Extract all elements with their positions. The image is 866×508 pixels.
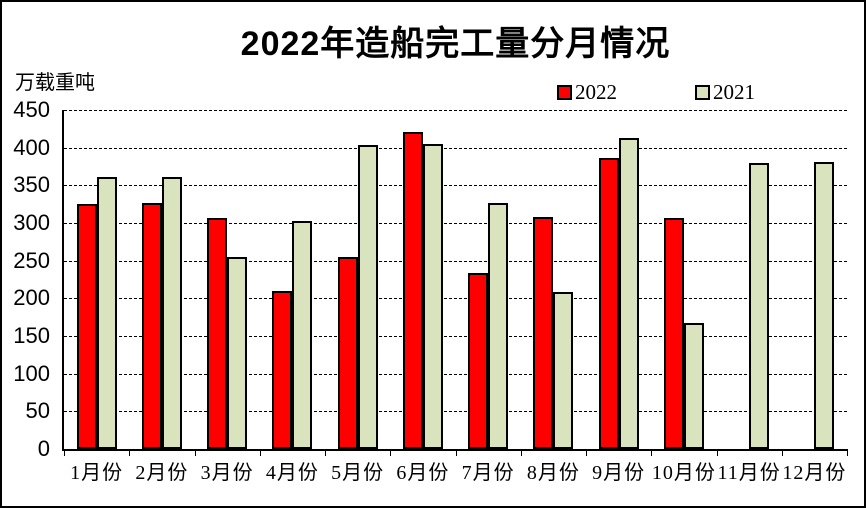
xcat-label-10月份: 10月份 — [651, 462, 716, 484]
gridline-50 — [64, 411, 847, 413]
plot-area — [64, 110, 847, 449]
xtick-10 — [716, 451, 718, 456]
bar-2021-2月份 — [161, 177, 182, 449]
xcat-label-1月份: 1月份 — [70, 462, 124, 484]
legend-label-2021: 2021 — [713, 80, 755, 104]
xcat-label-6月份: 6月份 — [396, 462, 450, 484]
gridline-450 — [64, 110, 847, 111]
gridline-400 — [64, 147, 847, 149]
gridline-250 — [64, 260, 847, 262]
ytick-label-450: 450 — [13, 97, 50, 122]
legend-swatch-2021 — [695, 85, 710, 100]
bar-2022-4月份 — [272, 290, 293, 449]
gridline-300 — [64, 223, 847, 224]
bar-2022-10月份 — [663, 217, 684, 449]
ytick-label-150: 150 — [13, 323, 50, 348]
bar-2021-9月份 — [618, 137, 639, 449]
bar-2021-8月份 — [553, 292, 574, 449]
bar-2022-8月份 — [533, 216, 554, 449]
legend-item-2021: 2021 — [695, 80, 755, 105]
bar-2022-2月份 — [141, 203, 162, 449]
ytick-label-200: 200 — [13, 285, 50, 311]
chart-title: 2022年造船完工量分月情况 — [240, 25, 671, 63]
xcat-label-4月份: 4月份 — [265, 462, 319, 484]
xcat-label-5月份: 5月份 — [331, 462, 385, 484]
xtick-3 — [259, 451, 261, 456]
bar-2022-7月份 — [468, 272, 489, 449]
bar-2022-1月份 — [76, 204, 97, 449]
ytick-label-50: 50 — [25, 398, 50, 424]
bar-2021-6月份 — [422, 143, 443, 449]
xtick-1 — [129, 451, 131, 456]
xtick-0 — [64, 451, 65, 456]
y-axis-unit-label: 万载重吨 — [15, 72, 95, 94]
xtick-7 — [520, 451, 522, 456]
bar-2021-7月份 — [488, 203, 509, 449]
bar-2021-10月份 — [683, 323, 704, 449]
bar-2021-4月份 — [292, 221, 313, 449]
gridline-200 — [64, 298, 847, 300]
xtick-6 — [455, 451, 457, 456]
xcat-label-11月份: 11月份 — [717, 462, 781, 484]
bar-2022-6月份 — [402, 131, 423, 449]
xtick-12 — [847, 451, 848, 456]
xtick-8 — [586, 451, 587, 456]
bar-2021-11月份 — [749, 162, 770, 449]
ytick-label-300: 300 — [13, 210, 50, 235]
gridline-100 — [64, 373, 847, 375]
xcat-label-3月份: 3月份 — [200, 462, 254, 484]
legend: 2022 2021 — [557, 80, 755, 105]
y-axis-line — [62, 110, 64, 451]
ytick-label-400: 400 — [13, 134, 50, 160]
bar-2021-5月份 — [357, 144, 378, 449]
ytick-label-250: 250 — [13, 247, 50, 273]
xtick-11 — [781, 451, 783, 456]
bar-2022-3月份 — [207, 217, 228, 449]
xtick-4 — [325, 451, 326, 456]
ytick-label-0: 0 — [37, 436, 50, 461]
xcat-label-2月份: 2月份 — [135, 462, 189, 484]
bar-2021-1月份 — [96, 177, 117, 449]
gridline-150 — [64, 336, 847, 337]
legend-swatch-2022 — [557, 85, 572, 100]
bar-2021-12月份 — [814, 161, 835, 449]
ytick-label-100: 100 — [13, 360, 50, 386]
xcat-label-9月份: 9月份 — [592, 462, 646, 484]
ytick-label-350: 350 — [13, 172, 50, 198]
x-axis-line — [62, 449, 848, 451]
legend-label-2022: 2022 — [575, 80, 617, 104]
xtick-5 — [390, 451, 392, 456]
xcat-label-12月份: 12月份 — [782, 462, 847, 484]
xtick-2 — [194, 451, 196, 456]
bar-2022-5月份 — [337, 256, 358, 449]
legend-item-2022: 2022 — [557, 80, 617, 105]
xtick-9 — [651, 451, 653, 456]
xcat-label-8月份: 8月份 — [526, 462, 580, 484]
bar-2022-9月份 — [598, 158, 619, 449]
gridline-350 — [64, 185, 847, 187]
xcat-label-7月份: 7月份 — [461, 462, 515, 484]
bar-2021-3月份 — [227, 256, 248, 449]
